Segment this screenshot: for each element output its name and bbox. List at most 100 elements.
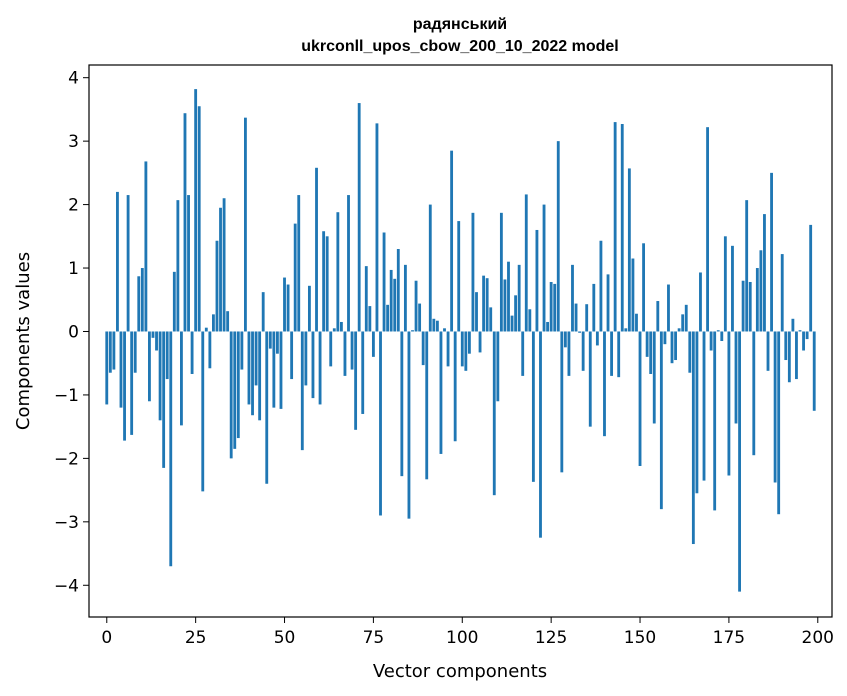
bar bbox=[556, 141, 560, 332]
x-tick-label: 50 bbox=[274, 628, 296, 648]
bar bbox=[645, 331, 649, 357]
bar bbox=[659, 331, 663, 510]
bar bbox=[478, 331, 482, 353]
bar bbox=[460, 331, 464, 367]
bar bbox=[297, 195, 301, 332]
bar bbox=[763, 214, 766, 332]
bar bbox=[400, 331, 404, 477]
bar bbox=[162, 331, 166, 468]
bar bbox=[229, 331, 233, 459]
x-axis-label: Vector components bbox=[373, 661, 547, 682]
bar bbox=[140, 268, 144, 332]
bar bbox=[471, 212, 475, 332]
bar bbox=[286, 284, 290, 332]
bar bbox=[169, 331, 173, 567]
bar bbox=[268, 331, 272, 349]
bar bbox=[723, 236, 727, 332]
bar bbox=[706, 127, 709, 332]
bar bbox=[332, 328, 336, 332]
bar bbox=[595, 331, 599, 346]
bar bbox=[606, 274, 610, 332]
bar bbox=[642, 243, 645, 332]
bar bbox=[670, 331, 674, 364]
bar bbox=[389, 269, 393, 332]
bar bbox=[201, 331, 205, 492]
bar bbox=[752, 331, 756, 456]
bar bbox=[233, 331, 237, 449]
bar bbox=[105, 331, 109, 405]
bar bbox=[432, 318, 436, 332]
x-tick-label: 100 bbox=[446, 628, 478, 648]
bar bbox=[300, 331, 304, 451]
bar bbox=[517, 264, 521, 332]
bar bbox=[635, 313, 638, 332]
bar bbox=[272, 331, 276, 408]
bar bbox=[133, 331, 137, 373]
y-axis-label: Components values bbox=[13, 252, 34, 430]
bar bbox=[531, 331, 535, 482]
bar bbox=[119, 331, 123, 408]
bar bbox=[219, 207, 222, 332]
bar bbox=[738, 331, 741, 592]
bar bbox=[549, 281, 553, 332]
bar bbox=[411, 330, 414, 332]
bar bbox=[610, 331, 614, 376]
bar bbox=[482, 275, 486, 332]
y-tick-label: 0 bbox=[68, 322, 79, 342]
bar bbox=[560, 331, 564, 473]
bar bbox=[507, 261, 510, 332]
y-tick-label: 4 bbox=[68, 69, 79, 89]
bar bbox=[585, 304, 589, 332]
bar bbox=[773, 331, 777, 483]
bar bbox=[446, 331, 450, 367]
bar bbox=[148, 331, 151, 402]
bar bbox=[457, 221, 461, 332]
bar bbox=[464, 331, 468, 371]
bar bbox=[467, 331, 471, 354]
bar bbox=[780, 254, 784, 332]
y-tick-label: 1 bbox=[68, 259, 79, 279]
bar bbox=[805, 331, 809, 340]
bar bbox=[180, 331, 183, 426]
bar bbox=[311, 331, 315, 399]
bar bbox=[581, 331, 585, 371]
bar bbox=[261, 292, 265, 332]
bar bbox=[176, 200, 180, 332]
bar bbox=[343, 331, 347, 376]
y-tick-label: 2 bbox=[68, 196, 79, 216]
bar bbox=[144, 161, 148, 332]
bar bbox=[428, 204, 432, 332]
bar bbox=[130, 331, 134, 435]
bar bbox=[421, 331, 425, 366]
bar bbox=[741, 280, 745, 332]
bar bbox=[720, 331, 724, 341]
bar bbox=[293, 223, 297, 332]
x-tick-label: 0 bbox=[101, 628, 112, 648]
bar bbox=[695, 331, 699, 494]
bar bbox=[236, 331, 240, 439]
x-tick-label: 125 bbox=[535, 628, 567, 648]
bar bbox=[290, 331, 294, 380]
bar bbox=[123, 331, 126, 441]
bar bbox=[496, 331, 500, 402]
bar bbox=[784, 331, 788, 361]
bar bbox=[592, 283, 596, 332]
bar bbox=[603, 331, 606, 437]
bar bbox=[165, 331, 169, 380]
bar bbox=[244, 117, 247, 332]
bar bbox=[439, 331, 443, 454]
bar bbox=[151, 331, 155, 338]
bar bbox=[795, 331, 798, 380]
bar bbox=[407, 331, 411, 519]
bar bbox=[574, 303, 578, 332]
bar bbox=[215, 240, 219, 332]
bar bbox=[137, 276, 141, 332]
bar bbox=[368, 306, 372, 332]
bar bbox=[126, 195, 130, 332]
bar bbox=[798, 330, 802, 332]
bar bbox=[524, 194, 528, 332]
bar bbox=[727, 331, 731, 476]
bar bbox=[489, 307, 493, 332]
bar bbox=[226, 311, 230, 332]
bar bbox=[546, 321, 550, 332]
